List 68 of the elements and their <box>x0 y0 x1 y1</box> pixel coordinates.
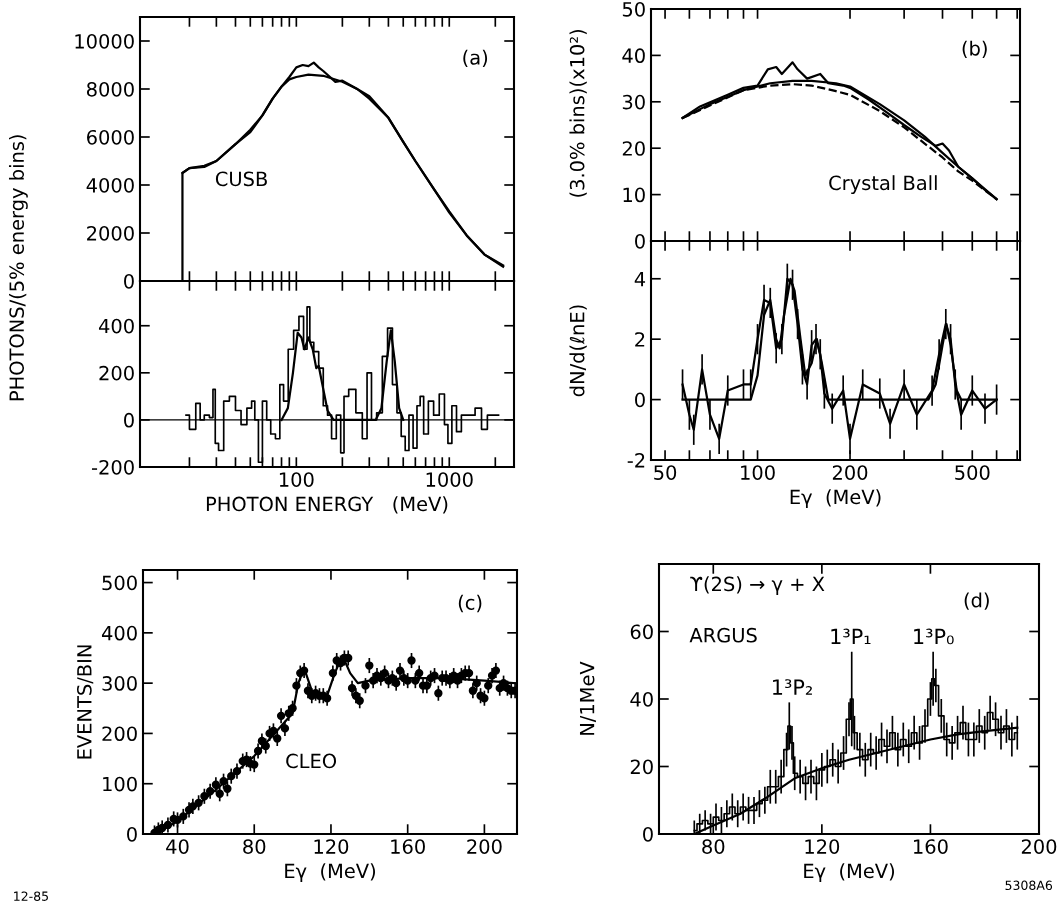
x-tick-label: 50 <box>654 465 677 480</box>
y-tick-label: 300 <box>102 676 137 691</box>
text: 12-85 <box>14 891 48 901</box>
annotation: 1³P₂ <box>773 679 812 695</box>
y-tick-label: -200 <box>91 459 134 475</box>
y-tick-label: 0 <box>127 826 137 842</box>
y-tick-label: 4000 <box>86 177 134 193</box>
y-axis-title: PHOTONS/(5% energy bins) <box>8 135 28 401</box>
y-axis-title: EVENTS/BIN <box>76 645 94 759</box>
x-tick-label: 80 <box>702 839 725 854</box>
x-tick-label: 200 <box>832 465 868 480</box>
y-tick-label: 0 <box>635 233 645 249</box>
y-axis-title: dN/d(ℓnE) <box>569 305 587 397</box>
y-tick-label: 0 <box>643 826 653 842</box>
annotation: (d) <box>964 592 989 610</box>
y-tick-label: 500 <box>102 575 137 591</box>
x-tick-label: 100 <box>741 465 775 480</box>
y-tick-label: 400 <box>101 625 137 641</box>
x-axis-title: Eγ (MeV) <box>285 863 376 883</box>
y-tick-label: -2 <box>627 452 645 468</box>
x-tick-label: 80 <box>243 839 266 854</box>
y-tick-label: 400 <box>98 318 134 334</box>
x-tick-label: 200 <box>1021 839 1057 854</box>
x-tick-label: 40 <box>166 839 189 854</box>
x-tick-label: 160 <box>391 839 425 854</box>
y-tick-label: 4 <box>634 271 646 287</box>
annotation: (b) <box>962 40 987 58</box>
y-tick-label: 2000 <box>87 225 134 241</box>
x-axis-title: PHOTON ENERGY (MeV) <box>206 496 448 514</box>
y-axis-title: (3.0% bins)(x10²) <box>569 29 587 197</box>
annotation: CLEO <box>286 753 337 769</box>
y-tick-label: 8000 <box>86 81 134 97</box>
y-tick-label: 0 <box>124 273 134 289</box>
x-tick-label: 160 <box>914 839 948 854</box>
y-tick-label: 20 <box>630 759 653 775</box>
x-tick-label: 200 <box>467 839 502 854</box>
x-tick-label: 120 <box>805 839 840 854</box>
y-axis-title: N/1MeV <box>579 661 596 735</box>
y-tick-label: 0 <box>635 392 645 408</box>
y-tick-label: 50 <box>622 1 645 17</box>
y-tick-label: 200 <box>102 726 137 742</box>
annotation: 1³P₁ <box>831 628 871 645</box>
y-tick-label: 10000 <box>75 33 134 49</box>
y-tick-label: 200 <box>99 365 134 381</box>
x-tick-label: 100 <box>279 472 314 487</box>
y-tick-label: 10 <box>623 187 645 203</box>
annotation: ϒ(2S) → γ + X <box>690 576 825 596</box>
y-tick-label: 40 <box>630 691 653 707</box>
y-tick-label: 6000 <box>87 129 134 145</box>
x-tick-label: 1000 <box>426 472 473 487</box>
y-tick-label: 2 <box>635 332 645 347</box>
x-axis-title: Eγ (MeV) <box>804 863 895 883</box>
x-axis-title: Eγ (MeV) <box>790 489 881 509</box>
y-tick-label: 30 <box>622 94 645 110</box>
annotation: Crystal Ball <box>829 175 937 194</box>
y-tick-label: 100 <box>103 776 137 792</box>
annotation: 1³P₀ <box>914 628 954 645</box>
y-tick-label: 60 <box>630 624 653 640</box>
x-tick-label: 500 <box>955 465 990 480</box>
annotation: ARGUS <box>689 627 757 643</box>
annotation: CUSB <box>215 171 267 187</box>
x-tick-label: 120 <box>314 839 349 854</box>
annotation: (a) <box>463 49 488 68</box>
annotation: (c) <box>458 594 482 613</box>
y-tick-label: 20 <box>622 141 645 156</box>
y-tick-label: 40 <box>622 48 645 64</box>
text: 5308A6 <box>1005 880 1053 891</box>
y-tick-label: 0 <box>124 412 134 428</box>
